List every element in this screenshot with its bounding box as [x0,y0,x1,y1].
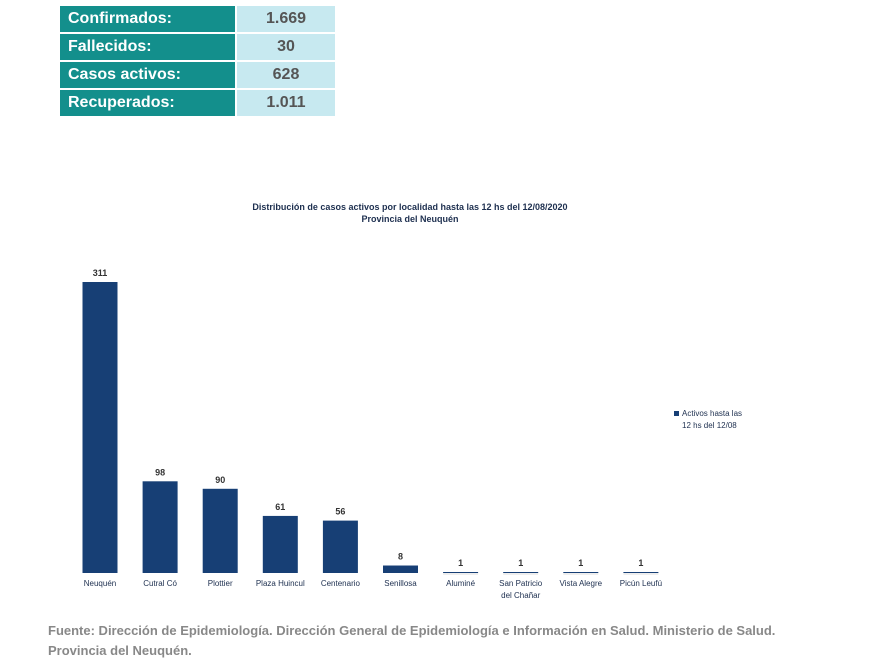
chart-subtitle: Provincia del Neuquén [361,214,459,224]
bar [262,515,298,573]
bar [82,282,118,573]
summary-value: 1.011 [237,90,335,116]
chart-title: Distribución de casos activos por locali… [252,202,568,212]
category-label: Senillosa [384,579,417,588]
category-label: Centenario [321,579,361,588]
bar [443,572,479,573]
summary-row: Recuperados: 1.011 [60,90,335,116]
category-label: Cutral Có [143,579,177,588]
legend-swatch [674,411,679,416]
data-label: 1 [518,558,523,568]
bar [563,572,599,573]
bar [623,572,659,573]
summary-label: Casos activos: [60,62,235,88]
source-footer: Fuente: Dirección de Epidemiología. Dire… [48,623,776,658]
category-label: Picún Leufú [620,579,662,588]
bar [383,565,418,573]
legend-label: 12 hs del 12/08 [682,421,737,430]
category-label: Vista Alegre [560,579,603,588]
legend-label: Activos hasta las [682,409,742,418]
data-label: 1 [638,558,643,568]
data-label: 98 [155,467,165,477]
data-label: 56 [335,507,345,517]
data-label: 8 [398,552,403,562]
summary-row: Fallecidos: 30 [60,34,335,60]
bar [202,488,238,573]
summary-label: Recuperados: [60,90,235,116]
category-label: Plaza Huincul [256,579,305,588]
summary-label: Confirmados: [60,6,235,32]
summary-value: 1.669 [237,6,335,32]
bar-chart: 311 Neuquén 98 Cutral Có 90 Plottier 61 Plaza H… [82,268,742,600]
bar [142,481,178,573]
bar [322,520,358,573]
summary-value: 628 [237,62,335,88]
data-label: 1 [578,558,583,568]
category-label: Neuquén [84,579,116,588]
summary-row: Casos activos: 628 [60,62,335,88]
category-label: del Chañar [501,591,540,600]
summary-table: Confirmados: 1.669 Fallecidos: 30 Casos ac… [60,6,335,118]
category-label: San Patricio [499,579,543,588]
data-label: 61 [275,502,285,512]
category-label: Plottier [208,579,233,588]
data-label: 1 [458,558,463,568]
bar [503,572,539,573]
summary-label: Fallecidos: [60,34,235,60]
data-label: 311 [93,268,108,278]
data-label: 90 [215,475,225,485]
summary-row: Confirmados: 1.669 [60,6,335,32]
category-label: Aluminé [446,579,475,588]
summary-value: 30 [237,34,335,60]
